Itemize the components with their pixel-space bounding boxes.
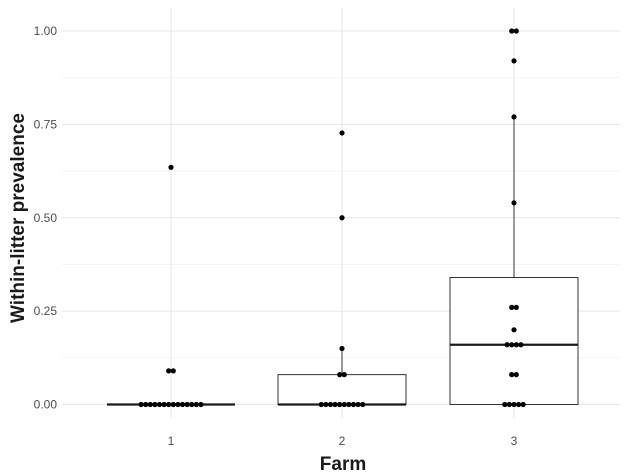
data-point: [513, 372, 519, 378]
data-point: [166, 368, 172, 374]
x-tick-label: 3: [511, 434, 518, 448]
y-tick-labels: 0.00 0.25 0.50 0.75 1.00: [34, 24, 58, 412]
data-point: [509, 28, 515, 34]
data-point: [504, 342, 510, 348]
y-tick-label: 0.00: [34, 398, 58, 412]
data-point: [143, 401, 149, 408]
iqr-box: [449, 277, 579, 406]
data-point: [511, 114, 517, 120]
data-point: [339, 345, 345, 352]
box-farm-2: [277, 348, 407, 406]
data-point: [516, 401, 522, 408]
iqr-box: [277, 374, 407, 405]
y-tick-label: 0.75: [34, 117, 58, 131]
y-tick-label: 1.00: [34, 24, 58, 38]
data-point: [327, 401, 334, 408]
data-point: [350, 401, 357, 408]
data-point: [156, 401, 163, 408]
y-tick-label: 0.50: [34, 211, 58, 225]
data-point: [339, 130, 345, 136]
data-point: [189, 401, 195, 408]
data-point: [152, 401, 158, 408]
data-point: [147, 401, 153, 408]
x-tick-label: 1: [168, 434, 175, 448]
data-point: [360, 401, 366, 408]
data-point: [184, 401, 190, 408]
data-point: [511, 200, 517, 206]
data-point: [166, 401, 172, 408]
data-point: [511, 327, 517, 333]
y-axis-title: Within-litter prevalence: [8, 113, 29, 323]
data-point: [509, 342, 515, 348]
x-axis-title: Farm: [320, 454, 366, 475]
data-point: [502, 401, 508, 408]
data-point: [175, 401, 181, 408]
data-point: [179, 401, 186, 408]
data-point: [170, 368, 176, 374]
data-point: [193, 401, 199, 408]
data-point: [168, 164, 174, 170]
y-tick-label: 0.25: [34, 304, 58, 318]
data-point: [323, 401, 329, 408]
data-point: [355, 401, 361, 408]
data-point: [506, 401, 512, 408]
data-point: [511, 58, 517, 64]
data-point: [339, 215, 345, 221]
data-points: [138, 28, 526, 408]
data-point: [346, 401, 352, 408]
data-point: [198, 401, 204, 408]
data-point: [341, 372, 347, 378]
data-point: [341, 401, 347, 408]
data-point: [509, 372, 515, 378]
data-point: [318, 401, 324, 408]
x-tick-label: 2: [339, 434, 346, 448]
data-point: [332, 401, 338, 408]
data-point: [513, 28, 519, 34]
data-point: [520, 401, 526, 408]
data-point: [138, 401, 144, 408]
data-point: [337, 401, 343, 408]
x-tick-labels: 1 2 3: [168, 434, 518, 448]
data-point: [511, 401, 517, 408]
data-point: [509, 304, 515, 310]
data-point: [337, 372, 343, 378]
data-point: [161, 401, 167, 408]
data-point: [513, 304, 519, 310]
data-point: [513, 342, 519, 348]
box-farm-3: [449, 116, 579, 406]
data-point: [518, 342, 524, 348]
data-point: [170, 401, 176, 408]
